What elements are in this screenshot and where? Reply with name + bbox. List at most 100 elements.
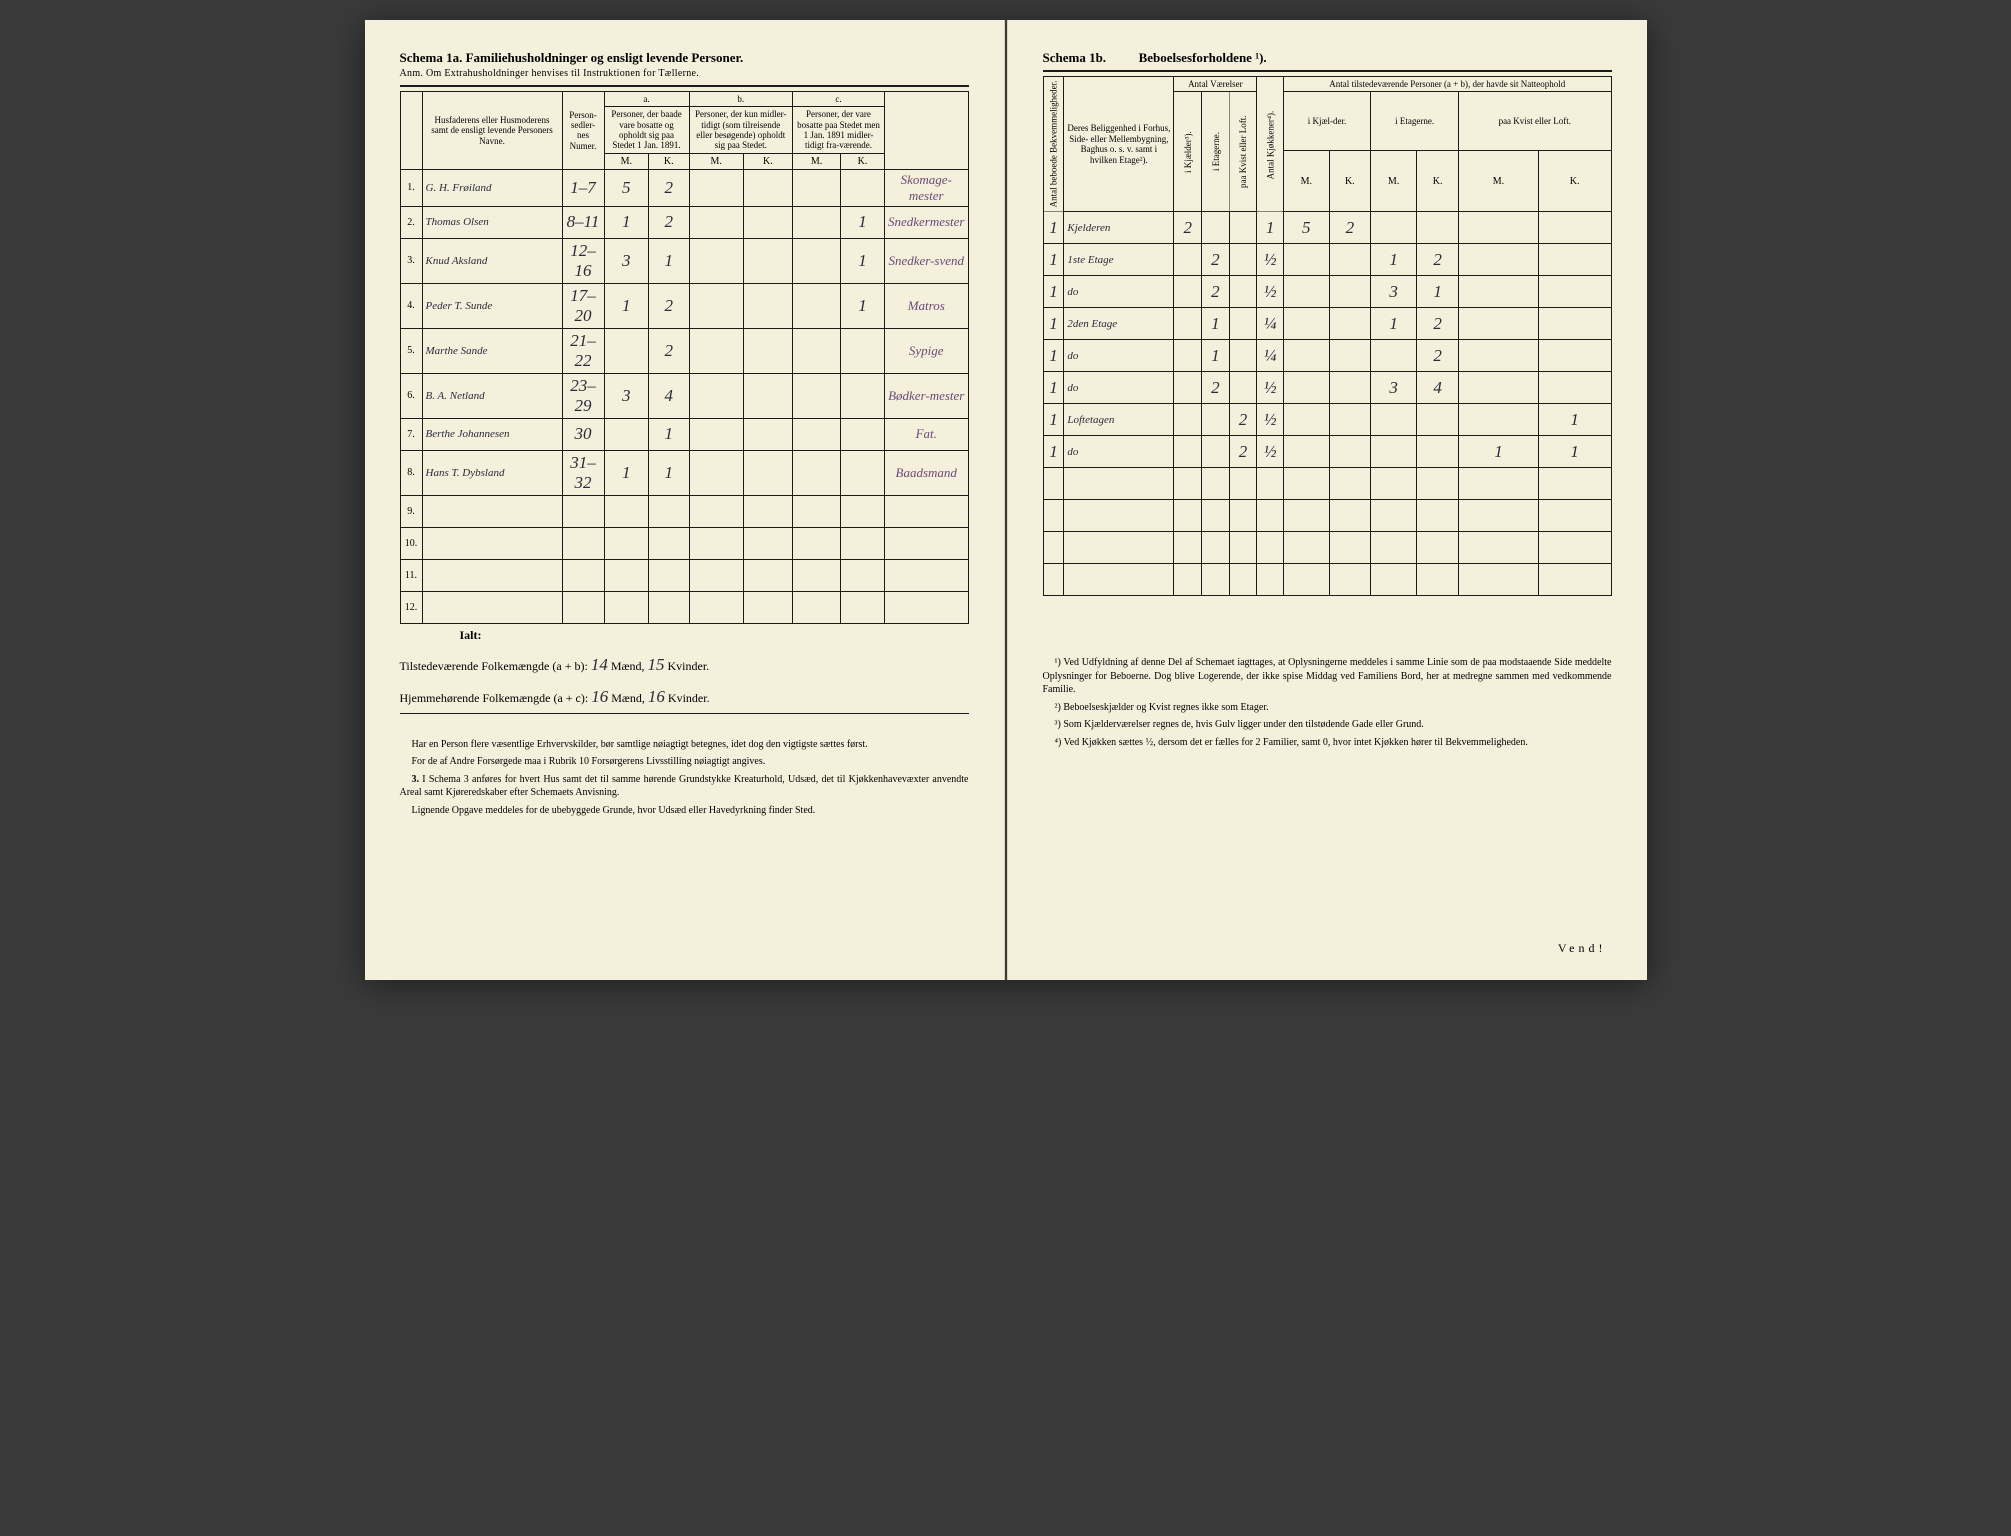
row-pkvm: 1	[1459, 436, 1539, 468]
row-pkjk	[1329, 276, 1371, 308]
row-c-k	[841, 527, 885, 559]
right-footnotes: ¹) Ved Udfyldning af denne Del af Schema…	[1043, 656, 1612, 749]
col-sedler: Person-sedler-nes Numer.	[562, 92, 604, 170]
row-petk: 4	[1417, 372, 1459, 404]
row-pkjk	[1329, 532, 1371, 564]
row-a-m	[604, 328, 649, 373]
row-c-k	[841, 591, 885, 623]
row-vk	[1174, 404, 1202, 436]
table-row: 6.B. A. Netland23–2934Bødker-mester	[400, 373, 968, 418]
row-b-k	[743, 495, 792, 527]
totals-hjemme: Hjemmehørende Folkemængde (a + c): 16 Mæ…	[400, 687, 969, 707]
row-pkjk: 2	[1329, 212, 1371, 244]
row-num: 9.	[400, 495, 422, 527]
row-petm	[1371, 436, 1417, 468]
row-name: Knud Aksland	[422, 238, 562, 283]
row-b-m	[689, 206, 743, 238]
row-note	[884, 591, 968, 623]
row-a-k: 2	[649, 169, 690, 206]
row-kj	[1257, 500, 1284, 532]
row-sedler: 1–7	[562, 169, 604, 206]
a-k: K.	[649, 153, 690, 169]
row-pkvm	[1459, 532, 1539, 564]
row-vkv: 2	[1229, 404, 1257, 436]
row-note: Baadsmand	[884, 450, 968, 495]
row-petk	[1417, 564, 1459, 596]
row-sedler: 30	[562, 418, 604, 450]
col-vaer-kj: i Kjælder³).	[1174, 92, 1202, 212]
row-kj	[1257, 564, 1284, 596]
pkv-k: K.	[1538, 151, 1611, 212]
row-bk	[1043, 532, 1064, 564]
row-b-m	[689, 169, 743, 206]
row-c-m	[793, 591, 841, 623]
row-b-m	[689, 450, 743, 495]
row-ve: 2	[1202, 276, 1230, 308]
row-a-k	[649, 591, 690, 623]
table-row: 7.Berthe Johannesen301Fat.	[400, 418, 968, 450]
row-b-m	[689, 418, 743, 450]
schema-1a-heading: Familiehusholdninger og ensligt levende …	[466, 50, 744, 65]
col-belig: Deres Beliggenhed i Forhus, Side- eller …	[1064, 77, 1174, 212]
row-loc	[1064, 532, 1174, 564]
table-row	[1043, 500, 1611, 532]
row-loc: Kjelderen	[1064, 212, 1174, 244]
row-pkjm	[1283, 468, 1329, 500]
table-row: 12.	[400, 591, 968, 623]
row-sedler	[562, 591, 604, 623]
row-name	[422, 559, 562, 591]
row-pkjm	[1283, 276, 1329, 308]
group-c-desc: Personer, der vare bosatte paa Stedet me…	[793, 107, 885, 153]
row-b-k	[743, 328, 792, 373]
row-petm: 1	[1371, 244, 1417, 276]
row-a-k: 1	[649, 238, 690, 283]
row-petk: 2	[1417, 244, 1459, 276]
row-note: Skomage-mester	[884, 169, 968, 206]
table-row: 9.	[400, 495, 968, 527]
row-vkv	[1229, 564, 1257, 596]
schema-1a-label: Schema 1a.	[400, 50, 463, 65]
row-pkvk	[1538, 372, 1611, 404]
row-sedler: 12–16	[562, 238, 604, 283]
vend-label: Vend!	[1558, 941, 1607, 956]
table-row: 5.Marthe Sande21–222Sypige	[400, 328, 968, 373]
row-note: Bødker-mester	[884, 373, 968, 418]
row-num: 1.	[400, 169, 422, 206]
row-a-k	[649, 559, 690, 591]
row-c-m	[793, 495, 841, 527]
row-sedler: 21–22	[562, 328, 604, 373]
row-petm	[1371, 564, 1417, 596]
row-pkvm	[1459, 212, 1539, 244]
pet-k: K.	[1417, 151, 1459, 212]
foot3: 3. I Schema 3 anføres for hvert Hus samt…	[400, 773, 969, 800]
row-vk	[1174, 340, 1202, 372]
row-loc	[1064, 468, 1174, 500]
table-row: 1.G. H. Frøiland1–752Skomage-mester	[400, 169, 968, 206]
row-num: 3.	[400, 238, 422, 283]
row-name	[422, 495, 562, 527]
row-b-k	[743, 559, 792, 591]
group-c: c.	[793, 92, 885, 107]
row-a-k: 1	[649, 418, 690, 450]
row-bk: 1	[1043, 340, 1064, 372]
foot2: For de af Andre Forsørgede maa i Rubrik …	[400, 755, 969, 769]
row-c-k	[841, 495, 885, 527]
row-a-k: 4	[649, 373, 690, 418]
row-petm	[1371, 532, 1417, 564]
row-kj: ½	[1257, 276, 1284, 308]
row-note: Snedker-svend	[884, 238, 968, 283]
row-bk: 1	[1043, 276, 1064, 308]
row-c-m	[793, 328, 841, 373]
row-b-m	[689, 527, 743, 559]
row-vk	[1174, 244, 1202, 276]
row-c-k	[841, 450, 885, 495]
maend-2: Mænd,	[611, 691, 645, 705]
row-pkvk	[1538, 212, 1611, 244]
row-vkv	[1229, 276, 1257, 308]
row-num: 11.	[400, 559, 422, 591]
ialt-label: Ialt:	[400, 628, 969, 643]
row-vk	[1174, 276, 1202, 308]
row-pkvm	[1459, 276, 1539, 308]
row-name: Thomas Olsen	[422, 206, 562, 238]
row-pkjk	[1329, 372, 1371, 404]
